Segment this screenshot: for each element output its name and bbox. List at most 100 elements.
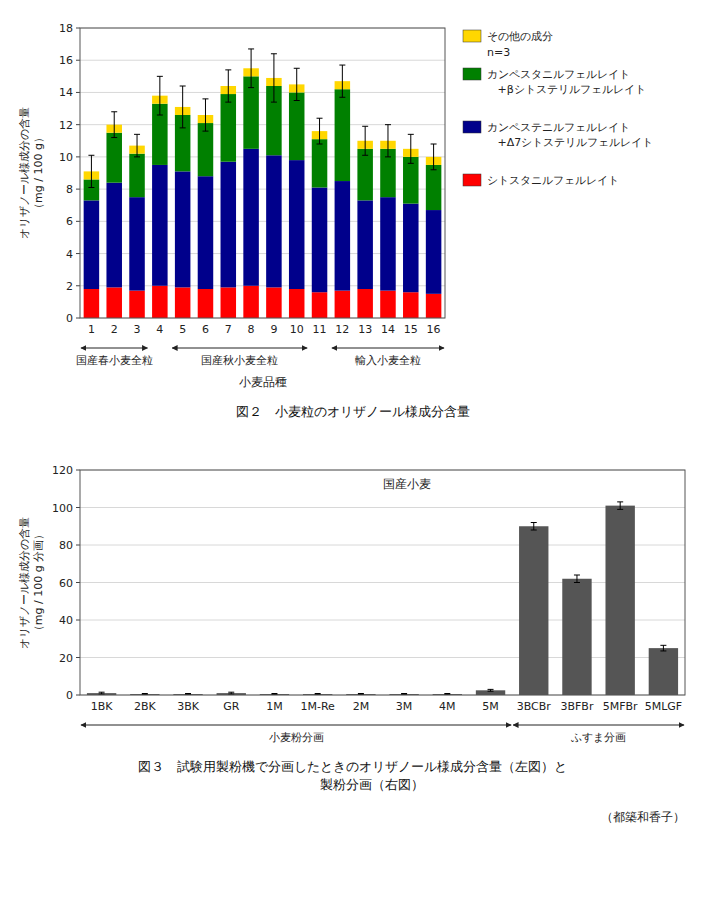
grid-line — [80, 657, 685, 658]
grid — [80, 470, 685, 695]
text-line: その他の成分 — [487, 30, 553, 43]
y-tick — [76, 470, 80, 471]
error-bar — [401, 694, 407, 695]
error-bar — [339, 65, 345, 97]
x-tick-label: 5M — [482, 700, 499, 713]
group-arrow — [81, 725, 511, 726]
error-line — [663, 645, 664, 651]
bar-segment — [335, 291, 351, 318]
error-bar — [225, 70, 231, 102]
bar-segment — [129, 197, 145, 290]
y-tick-label: 12 — [59, 119, 73, 132]
x-tick-label: 13 — [358, 323, 372, 336]
error-cap — [385, 124, 391, 125]
error-line — [576, 575, 577, 583]
plot-frame — [80, 470, 685, 695]
error-bar — [531, 523, 537, 531]
bar-segment — [198, 289, 214, 318]
bar-segment — [129, 154, 145, 198]
x-tick-label: 5MLGF — [645, 700, 682, 713]
bar-segment — [84, 200, 100, 289]
bar-segment — [403, 292, 419, 318]
y-tick-label: 0 — [66, 689, 73, 702]
bar-segment — [221, 287, 237, 318]
error-cap — [271, 102, 277, 103]
error-line — [433, 144, 434, 170]
error-line — [228, 70, 229, 102]
bar-segment — [426, 165, 442, 210]
error-cap — [385, 156, 391, 157]
legend-swatch — [463, 30, 481, 42]
y-tick-label: 60 — [59, 577, 73, 590]
error-bar — [317, 118, 323, 144]
bar-segment — [106, 133, 122, 183]
error-line — [182, 86, 183, 128]
bar — [562, 579, 591, 695]
legend-label: その他の成分 — [487, 30, 553, 43]
error-bar — [99, 692, 105, 694]
y-tick-label: 120 — [52, 464, 73, 477]
error-cap — [228, 694, 234, 695]
error-cap — [660, 650, 666, 651]
error-bar — [408, 134, 414, 163]
y-tick — [76, 253, 80, 254]
text-line: +βシトステリルフェルレイト — [487, 83, 646, 96]
bar-segment — [312, 188, 328, 293]
bar-segment — [266, 287, 282, 318]
error-cap — [488, 689, 494, 690]
bar-segment — [129, 291, 145, 318]
error-bar — [431, 144, 437, 170]
error-line — [114, 112, 115, 138]
bar-segment — [380, 291, 396, 318]
bar-segment — [106, 183, 122, 288]
x-tick-label: 15 — [404, 323, 418, 336]
error-bar — [185, 694, 191, 695]
error-cap — [531, 530, 537, 531]
legend-swatch — [463, 174, 481, 186]
y-tick-label: 16 — [59, 54, 73, 67]
y-tick-label: 2 — [66, 280, 73, 293]
error-line — [273, 54, 274, 102]
grid — [80, 28, 445, 318]
x-tick-label: 3BFBr — [560, 700, 593, 713]
error-cap — [339, 65, 345, 66]
x-tick-label: 1M-Re — [300, 700, 335, 713]
y-tick — [76, 189, 80, 190]
text-line: オリザノール様成分の含量 — [18, 107, 31, 239]
y-tick-label: 8 — [66, 183, 73, 196]
bar-segment — [289, 160, 305, 289]
error-bar — [315, 694, 321, 695]
error-cap — [88, 155, 94, 156]
error-cap — [408, 134, 414, 135]
x-tick-label: 2M — [353, 700, 370, 713]
error-cap — [401, 693, 407, 694]
error-bar — [362, 126, 368, 155]
text-line: +Δ7シトステリルフェルレイト — [487, 136, 653, 149]
error-bar — [88, 155, 94, 187]
error-cap — [574, 575, 580, 576]
bar-segment — [243, 76, 259, 149]
error-bar — [180, 86, 186, 128]
bar-segment — [289, 289, 305, 318]
error-line — [251, 49, 252, 88]
y-tick — [76, 657, 80, 658]
error-cap — [317, 118, 323, 119]
bar-segment — [312, 292, 328, 318]
marks — [87, 502, 678, 695]
x-tick-label: 16 — [427, 323, 441, 336]
legend-label: カンペステニルフェルレイト +Δ7シトステリルフェルレイト — [487, 121, 653, 149]
error-cap — [431, 144, 437, 145]
y-tick — [76, 507, 80, 508]
bar — [605, 506, 634, 695]
x-tick-label: 1M — [266, 700, 283, 713]
error-cap — [248, 87, 254, 88]
x-tick-label: 3 — [134, 323, 141, 336]
text-line: （mg / 100 g） — [32, 132, 45, 214]
error-cap — [294, 100, 300, 101]
bar-segment — [152, 165, 168, 286]
grid-line — [80, 582, 685, 583]
y-tick-label: 20 — [59, 652, 73, 665]
error-cap — [317, 144, 323, 145]
error-cap — [271, 53, 277, 54]
grid-line — [80, 124, 445, 125]
